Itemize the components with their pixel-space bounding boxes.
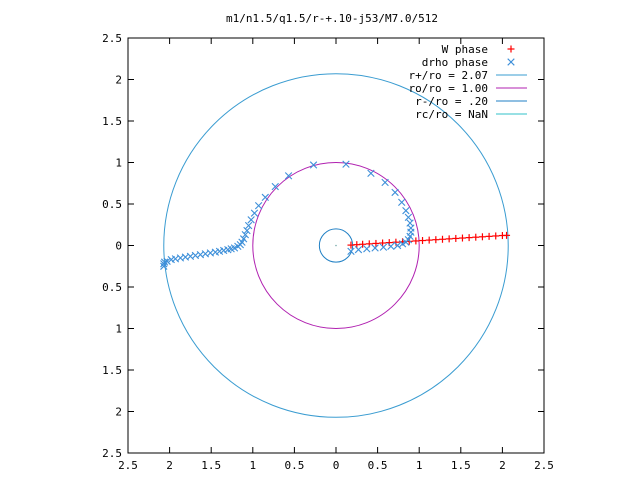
drho-phase-point [247,216,255,224]
drho-phase-point [271,182,279,191]
w-phase-point [412,237,420,245]
drho-phase-point [163,257,171,265]
drho-phase-point [391,188,399,197]
data-points [160,160,511,270]
w-phase-point [472,233,480,241]
w-phase-point [485,232,493,240]
drho-phase-point [243,226,251,235]
drho-phase-point [261,193,269,202]
drho-phase-point [160,260,168,268]
drho-phase-point [404,213,413,221]
x-tick-label: 2.5 [534,459,554,472]
drho-phase-point [244,221,253,230]
legend-key-drho-phase [507,58,515,66]
legend-label: ro/ro = 1.00 [409,82,488,95]
drho-phase-point [379,243,388,251]
drho-phase-point [367,169,375,177]
x-tick-label: 0 [333,459,340,472]
legend-label: drho phase [422,56,488,69]
y-tick-label: 1.5 [102,115,122,128]
legend-label: r+/ro = 2.07 [409,69,488,82]
drho-phase-point [398,240,407,248]
w-phase-point [452,234,460,242]
chart-title: m1/n1.5/q1.5/r-+.10-j53/M7.0/512 [226,12,438,25]
legend-label: r-/ro = .20 [415,95,488,108]
drho-phase-point [387,242,395,251]
y-tick-label: 2.5 [102,32,122,45]
y-tick-label: 2 [115,406,122,419]
w-phase-point [503,231,511,239]
w-phase-point [379,239,387,247]
x-tick-label: 1 [416,459,423,472]
axis-ticks: 2.5 2 1.5 1 0.5 0 0.5 1 1.5 2 2.52.521.510.500.511… [102,32,554,472]
drho-phase-point [347,247,355,255]
drho-phase-point [402,206,410,215]
drho-phase-point [363,245,371,253]
w-phase-point [445,235,453,243]
drho-phase-point [250,209,259,217]
x-tick-label: 0.5 [368,459,388,472]
drho-phase-point [239,235,248,243]
drho-phase-point [284,172,293,180]
w-phase-point [478,233,486,241]
drho-phase-point [309,161,318,169]
w-phase-point [359,240,367,248]
x-tick-label: 2 [166,459,173,472]
y-tick-label: 0 [115,240,122,253]
w-phase-point [492,232,500,240]
drho-phase-point [160,258,169,266]
drho-phase-point [393,241,402,250]
y-tick-label: 1 [115,323,122,336]
y-tick-label: 0.5 [102,198,122,211]
circle-ro [252,162,420,329]
w-phase-point [438,235,446,243]
x-tick-label: 2 [499,459,506,472]
drho-phase-point [342,160,350,168]
legend-label: rc/ro = NaN [415,108,488,121]
x-tick-label: 0.5 [284,459,304,472]
reference-circles [163,73,509,418]
origin-dot [335,244,337,247]
y-tick-label: 0.5 [102,281,122,294]
w-phase-point [432,236,440,244]
drho-phase-point [354,245,363,254]
w-phase-point [425,236,433,244]
drho-phase-point [398,198,406,207]
y-tick-label: 1.5 [102,364,122,377]
circle-r- [163,73,509,418]
drho-phase-point [241,231,250,239]
drho-phase-point [371,244,379,252]
drho-phase-point [381,178,389,187]
legend-label: W phase [442,43,488,56]
x-tick-label: 2.5 [118,459,138,472]
y-tick-label: 1 [115,157,122,170]
w-phase-point [419,237,427,245]
w-phase-point [458,234,466,242]
drho-phase-point [254,201,263,210]
y-tick-label: 2 [115,74,122,87]
x-tick-label: 1.5 [201,459,221,472]
y-tick-label: 2.5 [102,447,122,460]
w-phase-point [465,234,473,242]
x-tick-label: 1.5 [451,459,471,472]
x-tick-label: 1 [249,459,256,472]
legend-key-w-phase [507,45,515,53]
w-phase-point [372,239,380,247]
